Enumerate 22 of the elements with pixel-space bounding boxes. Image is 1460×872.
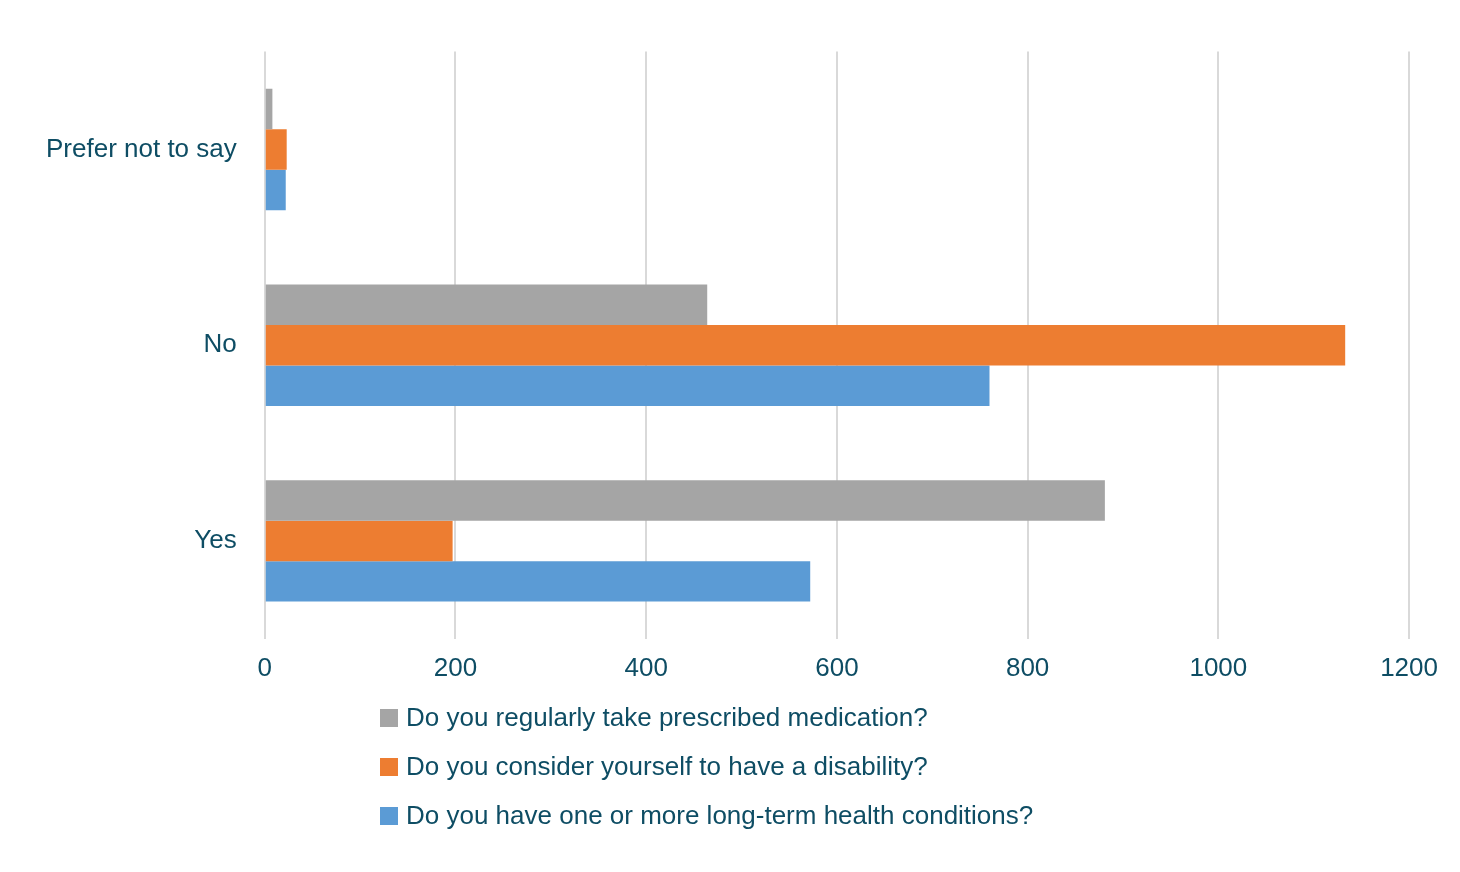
bar <box>265 561 811 602</box>
bar <box>265 284 708 325</box>
bar <box>265 88 273 130</box>
legend-label: Do you regularly take prescribed medication? <box>406 702 928 733</box>
bar <box>265 129 287 170</box>
legend-label: Do you consider yourself to have a disability? <box>406 751 928 782</box>
x-tick-label: 400 <box>624 651 668 682</box>
y-tick-label: Yes <box>194 524 237 555</box>
x-tick-label: 1200 <box>1380 651 1438 682</box>
x-tick-label: 1000 <box>1189 651 1248 682</box>
bar <box>265 520 453 562</box>
y-tick-label: Prefer not to say <box>45 132 237 163</box>
x-tick-label: 600 <box>815 651 859 682</box>
legend-label: Do you have one or more long-term health conditions? <box>406 800 1034 831</box>
bar <box>265 480 1105 521</box>
bar <box>265 169 286 211</box>
bar <box>265 324 1346 366</box>
x-tick-label: 0 <box>257 651 272 682</box>
x-tick-label: 800 <box>1005 651 1050 682</box>
x-tick-label: 200 <box>433 651 478 682</box>
y-tick-label: No <box>203 328 237 359</box>
bar <box>265 365 990 406</box>
